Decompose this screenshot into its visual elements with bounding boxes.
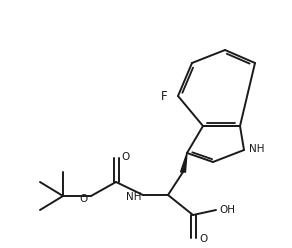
Text: NH: NH [126,192,142,202]
Text: O: O [199,234,207,244]
Text: OH: OH [219,205,235,215]
Text: O: O [80,194,88,204]
Text: F: F [161,91,167,103]
Text: O: O [122,152,130,162]
Polygon shape [180,153,187,172]
Text: NH: NH [249,144,265,154]
